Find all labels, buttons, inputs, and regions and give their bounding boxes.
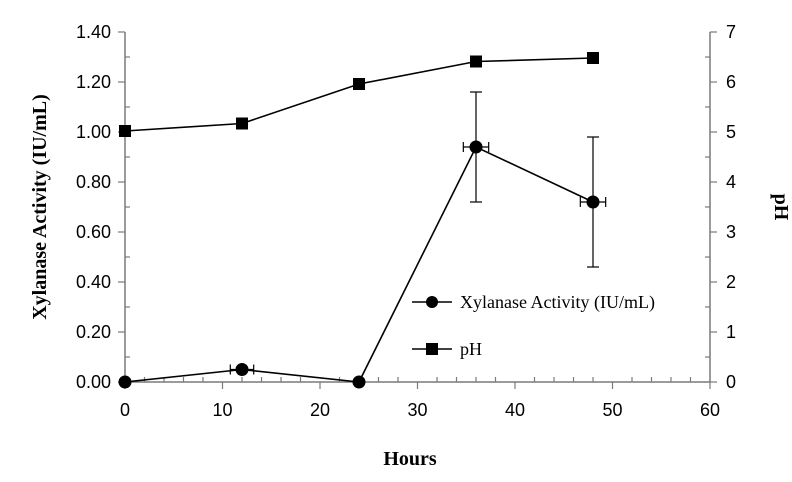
tick-marks	[118, 31, 717, 389]
y2-tick-label: 3	[726, 222, 736, 242]
x-tick-label: 50	[602, 400, 622, 420]
x-axis-title: Hours	[383, 448, 437, 470]
data-point-square	[470, 55, 482, 68]
x-tick-label: 30	[407, 400, 427, 420]
x-tick-label: 0	[120, 400, 130, 420]
series-ph	[119, 52, 599, 137]
y-tick-label: 1.20	[76, 72, 111, 92]
x-tick-label: 60	[700, 400, 720, 420]
data-point-circle	[469, 140, 483, 154]
x-tick-label: 20	[310, 400, 330, 420]
y2-tick-label: 7	[726, 22, 736, 42]
data-point-circle	[586, 195, 600, 209]
y2-tick-label: 4	[726, 172, 736, 192]
y2-tick-label: 6	[726, 72, 736, 92]
data-point-circle	[352, 375, 366, 389]
series-layer	[118, 52, 607, 389]
data-point-circle	[118, 375, 132, 389]
y-tick-label: 0.80	[76, 172, 111, 192]
series-line	[124, 57, 594, 132]
y-tick-label: 0.60	[76, 222, 111, 242]
legend-label-ph: pH	[460, 339, 482, 359]
y-tick-label: 1.40	[76, 22, 111, 42]
y-tick-label: 0.20	[76, 322, 111, 342]
data-point-square	[119, 125, 131, 137]
y2-tick-label: 2	[726, 272, 736, 292]
x-tick-label: 40	[505, 400, 525, 420]
x-tick-label: 10	[212, 400, 232, 420]
tick-labels: 0 10 20 30 40 50 600.000.200.400.600.801.001.2…	[76, 22, 736, 420]
axes	[124, 32, 711, 383]
series-line	[124, 145, 594, 383]
y-axis-left-title: Xylanase Activity (IU/mL)	[29, 94, 51, 320]
data-point-square	[587, 52, 599, 64]
y2-tick-label: 1	[726, 322, 736, 342]
data-point-square	[353, 78, 365, 90]
legend-marker-square	[426, 343, 438, 355]
y2-tick-label: 0	[726, 372, 736, 392]
y-tick-label: 1.00	[76, 122, 111, 142]
data-point-square	[236, 117, 248, 130]
legend-item-ph: pH	[412, 339, 482, 359]
y-tick-label: 0.40	[76, 272, 111, 292]
y-axis-right-title: pH	[770, 194, 792, 221]
legend: Xylanase Activity (IU/mL) pH	[412, 292, 655, 359]
data-point-circle	[235, 363, 249, 376]
legend-label-xylanase: Xylanase Activity (IU/mL)	[460, 292, 655, 313]
series-xylanase	[118, 91, 607, 389]
legend-marker-circle	[426, 296, 438, 308]
legend-item-xylanase: Xylanase Activity (IU/mL)	[412, 292, 655, 313]
y2-tick-label: 5	[726, 122, 736, 142]
y-tick-label: 0.00	[76, 372, 111, 392]
